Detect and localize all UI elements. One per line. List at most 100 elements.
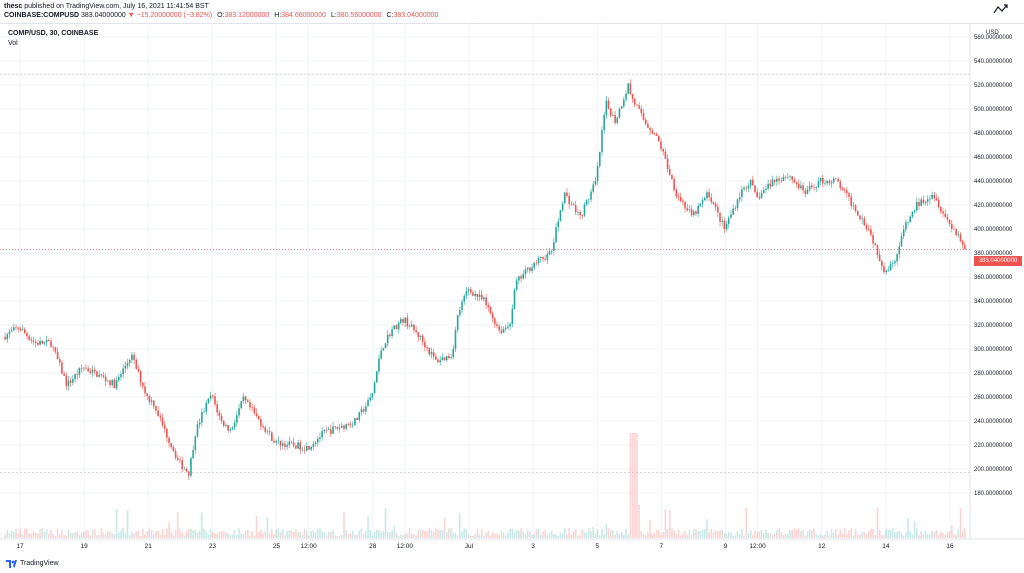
volume-bar <box>421 529 424 538</box>
volume-bar <box>542 531 544 538</box>
candle-body <box>126 362 129 367</box>
volume-bar <box>931 531 933 538</box>
candle-body <box>177 457 179 460</box>
candle-body <box>336 427 339 429</box>
volume-bar <box>699 530 702 538</box>
candle-body <box>557 221 560 228</box>
volume-bar <box>80 532 83 538</box>
candle-body <box>631 93 634 99</box>
share-icon[interactable] <box>990 3 1012 17</box>
volume-bar <box>161 529 164 538</box>
price-chart[interactable]: 560.00000000 540.00000000 520.00000000 500.… <box>0 23 1024 556</box>
volume-bar <box>885 529 887 538</box>
y-tick-label: 500.00000000 <box>974 107 1013 113</box>
candle-body <box>513 289 516 309</box>
volume-bar <box>668 510 671 538</box>
candle-body <box>378 358 380 372</box>
candle-body <box>13 327 15 331</box>
close-label: C: <box>386 12 394 19</box>
volume-bar <box>338 535 341 538</box>
volume-bar <box>522 531 525 538</box>
volume-bar <box>957 529 960 538</box>
candle-body <box>686 208 689 211</box>
candle-body <box>369 397 372 400</box>
x-tick-label: 3 <box>531 543 535 550</box>
candle-body <box>491 313 494 319</box>
candle-body <box>483 297 485 300</box>
volume-bar <box>878 529 881 538</box>
volume-bar <box>854 529 857 538</box>
volume-bar <box>277 528 280 538</box>
candle-body <box>789 176 791 177</box>
candle-body <box>327 429 330 431</box>
volume-bar <box>393 525 396 538</box>
candle-body <box>107 380 109 382</box>
volume-bar <box>187 529 190 538</box>
brand-name[interactable]: TradingView <box>20 560 59 567</box>
tradingview-logo-icon[interactable] <box>6 560 17 568</box>
candle-body <box>846 190 848 194</box>
candle-body <box>417 332 420 338</box>
candle-body <box>909 216 912 222</box>
volume-bar <box>319 528 321 538</box>
volume-bar <box>498 535 501 538</box>
volume-bar <box>139 535 142 538</box>
volume-bar <box>218 531 221 538</box>
volume-bar <box>677 529 680 538</box>
volume-bar <box>290 530 293 538</box>
volume-bar <box>647 532 649 538</box>
candle-body <box>782 177 785 182</box>
volume-bar <box>327 531 330 538</box>
volume-bar <box>870 528 872 538</box>
volume-bar <box>688 529 691 538</box>
volume-bar <box>583 532 586 538</box>
candle-body <box>616 117 619 123</box>
volume-bar <box>703 529 706 538</box>
candle-body <box>365 406 367 412</box>
candle-body <box>843 189 846 191</box>
volume-bar <box>673 530 675 538</box>
candle-body <box>570 203 573 205</box>
volume-bar <box>424 531 426 538</box>
candle-body <box>135 359 138 369</box>
author-name[interactable]: thesc <box>4 3 23 10</box>
candle-body <box>89 371 92 373</box>
volume-bar <box>332 529 334 538</box>
volume-bar <box>382 531 385 538</box>
volume-bar <box>762 533 765 538</box>
candle-body <box>253 407 256 414</box>
volume-bar <box>238 528 240 538</box>
volume-bar <box>887 529 890 538</box>
volume-bar <box>891 528 894 538</box>
volume-bar <box>476 529 479 538</box>
volume-bar <box>636 433 638 538</box>
volume-bar <box>564 528 566 538</box>
volume-bar <box>240 533 243 538</box>
candle-body <box>937 200 940 208</box>
volume-bar <box>74 532 76 538</box>
candle-body <box>504 327 507 329</box>
volume-bar <box>797 528 800 538</box>
volume-bar <box>800 531 802 538</box>
candle-body <box>837 179 839 182</box>
candle-body <box>187 471 190 476</box>
volume-bar <box>26 528 28 538</box>
candle-body <box>741 189 743 198</box>
candle-body <box>222 420 225 426</box>
candle-body <box>583 204 586 216</box>
candle-body <box>54 347 57 352</box>
volume-bar <box>701 529 704 538</box>
volume-bar <box>306 530 308 538</box>
volume-bar <box>616 530 619 538</box>
volume-bar <box>325 535 328 538</box>
candle-body <box>603 114 605 131</box>
y-tick-label: 400.00000000 <box>974 227 1013 233</box>
candle-body <box>832 178 835 183</box>
candle-body <box>870 229 872 235</box>
candle-body <box>769 183 772 187</box>
candle-body <box>41 340 44 344</box>
candle-body <box>784 177 787 178</box>
last-price-tag: 383.04000000 <box>974 256 1022 266</box>
candle-body <box>905 222 907 230</box>
candle-body <box>8 331 11 335</box>
